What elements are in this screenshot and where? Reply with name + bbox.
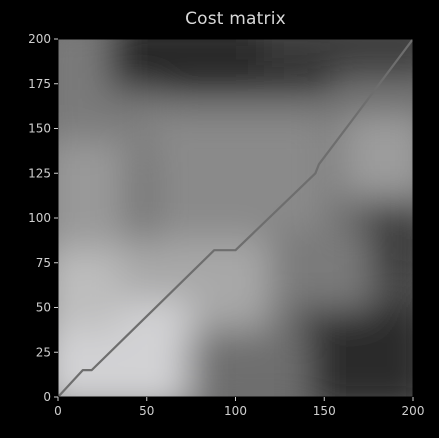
- x-axis: 0 50 100 150 200: [54, 397, 424, 418]
- x-tick-label: 150: [313, 404, 336, 418]
- x-tick-label: 100: [224, 404, 247, 418]
- y-tick-label: 100: [28, 211, 51, 225]
- series-line: [58, 39, 413, 397]
- y-axis: 0 25 50 75 100 125 150 175 200: [28, 32, 58, 404]
- y-tick-label: 200: [28, 32, 51, 46]
- y-tick-label: 150: [28, 122, 51, 136]
- x-tick-label: 0: [54, 404, 62, 418]
- y-tick-label: 0: [43, 390, 51, 404]
- y-tick-label: 125: [28, 166, 51, 180]
- x-tick-label: 50: [139, 404, 154, 418]
- x-tick-label: 200: [402, 404, 425, 418]
- y-tick-label: 50: [36, 301, 51, 315]
- y-tick-label: 75: [36, 256, 51, 270]
- cost-heatmap: [58, 39, 413, 397]
- y-tick-label: 175: [28, 77, 51, 91]
- chart-title: Cost matrix: [185, 9, 286, 29]
- y-tick-label: 25: [36, 345, 51, 359]
